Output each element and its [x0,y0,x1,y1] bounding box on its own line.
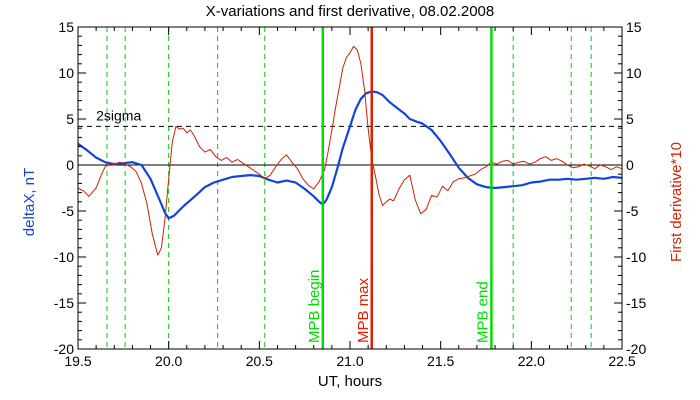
x-tick-label: 22.5 [608,353,635,369]
y-axis-label-left: deltaX, nT [21,168,38,236]
y-tick-label-right: 10 [626,65,642,81]
y-tick-label-left: 0 [66,157,74,173]
y-tick-label-right: -10 [626,249,646,265]
chart-title: X-variations and first derivative, 08.02… [206,3,495,20]
y-tick-label-left: -15 [54,295,74,311]
y-tick-label-left: 10 [58,65,74,81]
y-tick-label-right: -15 [626,295,646,311]
series-line-derivative [77,45,623,256]
y-tick-label-left: 15 [58,19,74,35]
y-tick-label-left: -5 [62,203,75,219]
y-tick-label-right: -5 [626,203,639,219]
threshold-label: 2sigma [96,107,141,123]
y-tick-label-left: 5 [66,111,74,127]
mpb-marker-label: MPB max [355,277,372,343]
x-tick-label: 19.5 [64,353,91,369]
x-tick-label: 21.0 [336,353,363,369]
x-tick-label: 20.5 [246,353,273,369]
y-tick-label-right: 0 [626,157,634,173]
x-tick-label: 21.5 [427,353,454,369]
y-tick-label-right: 15 [626,19,642,35]
y-axis-label-right: First derivative*10 [668,142,685,262]
y-tick-label-left: -20 [54,341,74,357]
plot-area: 2sigma MPB begin MPB max MPB end 19.5 20.0 20.… [54,19,647,369]
x-axis-label: UT, hours [318,373,382,390]
x-tick-label: 20.0 [155,353,182,369]
x-tick-label: 22.0 [518,353,545,369]
y-tick-label-right: 5 [626,111,634,127]
plot-frame [77,26,623,350]
series-line-deltaX [77,90,623,220]
y-tick-label-left: -10 [54,249,74,265]
mpb-marker-label: MPB end [474,281,491,343]
mpb-marker-label: MPB begin [306,270,323,343]
y-tick-label-right: -20 [626,341,646,357]
